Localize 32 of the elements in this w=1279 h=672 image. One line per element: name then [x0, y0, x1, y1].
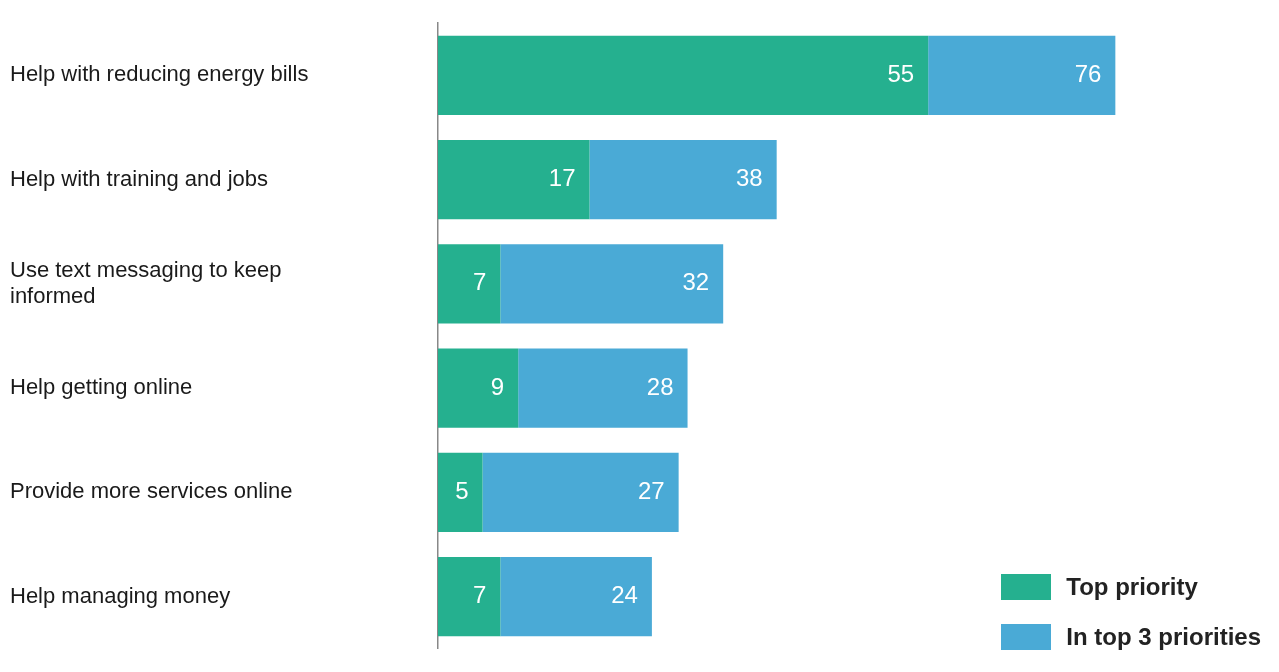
bar	[928, 35, 1116, 115]
bar	[518, 348, 688, 428]
bar	[438, 452, 483, 533]
y-tick-label: Help with reducing energy bills	[10, 61, 309, 87]
data-label: 7	[473, 581, 487, 609]
total-label: 24	[611, 581, 638, 609]
data-label: 5	[455, 477, 469, 505]
bar	[438, 348, 519, 428]
bar	[438, 35, 929, 115]
y-tick-label: Use text messaging to keep informed	[10, 256, 282, 309]
legend-label: Top priority	[1066, 573, 1198, 601]
bar	[438, 557, 501, 637]
bar	[589, 139, 777, 220]
y-tick-label: Provide more services online	[10, 478, 293, 504]
total-label: 32	[682, 268, 710, 296]
bar	[438, 244, 501, 324]
bar	[500, 557, 652, 637]
total-label: 38	[735, 164, 763, 192]
total-label: 27	[637, 477, 665, 505]
y-tick-label: Help with training and jobs	[10, 165, 269, 191]
y-tick-label: Help getting online	[10, 374, 193, 400]
data-label: 7	[473, 268, 487, 296]
total-label: 76	[1074, 59, 1102, 87]
y-tick-label: Help managing money	[10, 582, 231, 608]
bar	[482, 452, 679, 533]
data-label: 55	[887, 59, 915, 87]
legend-label: In top 3 priorities	[1066, 623, 1261, 651]
data-label: 9	[490, 372, 505, 400]
bar	[438, 139, 590, 220]
data-label: 17	[548, 164, 576, 192]
total-label: 28	[646, 372, 674, 400]
bar	[500, 244, 724, 324]
